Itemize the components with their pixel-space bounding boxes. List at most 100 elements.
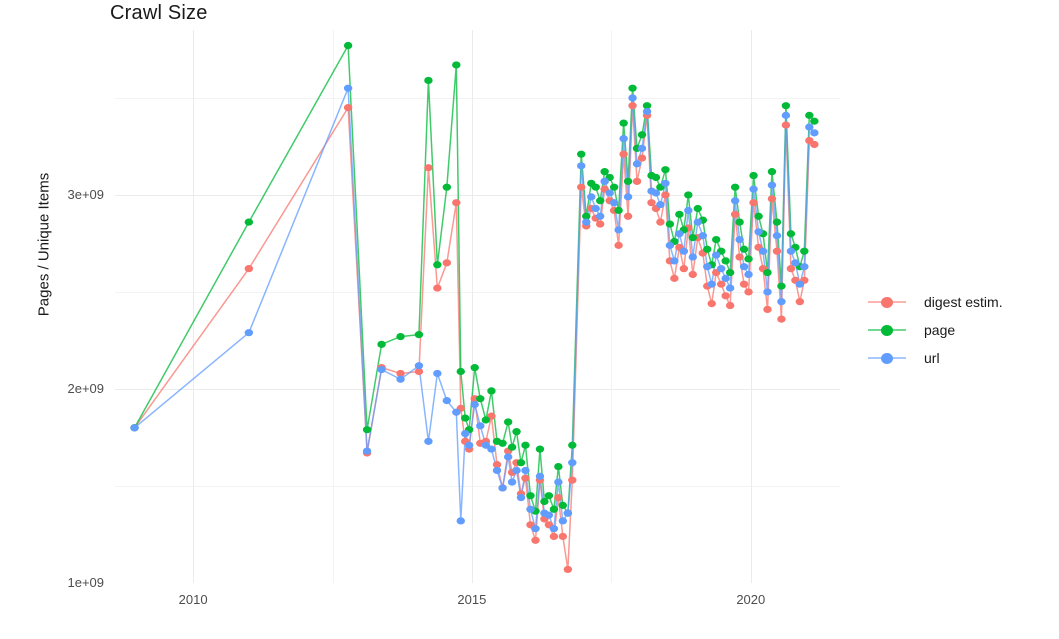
data-point	[651, 189, 661, 197]
data-point	[433, 369, 442, 378]
data-point	[772, 232, 782, 240]
data-point	[623, 177, 633, 185]
data-point	[628, 94, 637, 102]
x-axis-tick: 2015	[457, 592, 487, 607]
data-point	[744, 288, 753, 296]
legend-key-icon	[868, 292, 906, 312]
data-point	[424, 164, 433, 172]
data-point	[503, 418, 513, 426]
data-point	[739, 263, 749, 271]
data-point	[619, 135, 628, 143]
data-point	[665, 241, 675, 249]
data-point	[688, 270, 697, 279]
plot-panel	[115, 30, 840, 583]
data-point	[526, 505, 535, 513]
data-point	[632, 160, 642, 168]
data-point	[703, 263, 712, 271]
data-point	[688, 253, 697, 261]
data-point	[544, 511, 554, 519]
data-point	[711, 235, 721, 244]
data-point	[487, 387, 496, 395]
series-points-digest-estim	[130, 102, 819, 574]
data-point	[642, 107, 652, 116]
data-point	[424, 76, 433, 85]
data-point	[805, 123, 814, 131]
data-point	[521, 474, 530, 482]
data-point	[637, 131, 647, 139]
data-point	[452, 408, 461, 416]
data-point	[684, 206, 693, 215]
grid-lines	[115, 30, 840, 583]
data-point	[805, 111, 814, 119]
x-axis-tick: 2020	[736, 592, 766, 607]
data-point	[595, 220, 605, 228]
data-point	[521, 441, 530, 449]
data-point	[456, 517, 465, 525]
data-point	[717, 265, 726, 273]
data-point	[628, 102, 637, 110]
data-point	[730, 210, 740, 218]
data-point	[661, 166, 670, 174]
data-point	[763, 268, 772, 277]
data-point	[558, 517, 568, 525]
data-point	[735, 218, 744, 226]
gridline-major-horizontal	[115, 389, 840, 390]
data-point	[749, 199, 758, 207]
data-point	[721, 292, 730, 300]
data-point	[637, 144, 647, 152]
data-point	[735, 253, 744, 261]
data-point	[739, 280, 749, 288]
data-point	[414, 331, 424, 339]
data-point	[810, 129, 819, 137]
data-point	[470, 400, 479, 409]
gridline-major-vertical	[750, 30, 752, 583]
data-point	[637, 154, 647, 162]
data-point	[540, 497, 549, 506]
y-axis-tick: 2e+09	[67, 381, 104, 396]
data-point	[810, 140, 819, 149]
data-point	[424, 437, 433, 445]
data-point	[531, 525, 540, 533]
data-point	[487, 445, 496, 453]
data-point	[795, 280, 805, 288]
data-point	[582, 218, 591, 226]
data-point	[684, 191, 693, 199]
data-point	[786, 247, 796, 255]
legend-item-digest-estim[interactable]: digest estim.	[868, 288, 1053, 316]
data-point	[754, 212, 763, 220]
data-point	[800, 247, 809, 255]
data-point	[461, 414, 470, 422]
data-point	[516, 494, 526, 502]
data-point	[725, 301, 735, 310]
data-point	[377, 365, 386, 374]
data-point	[568, 441, 577, 449]
data-point	[554, 494, 563, 502]
data-point	[414, 362, 424, 370]
data-point	[623, 212, 633, 220]
data-point	[442, 183, 452, 191]
data-point	[244, 329, 254, 337]
legend-label: url	[924, 350, 940, 366]
data-point	[343, 41, 353, 50]
data-point	[577, 150, 586, 158]
data-point	[767, 181, 777, 189]
legend-dot	[881, 325, 893, 336]
data-point	[688, 234, 697, 242]
data-point	[507, 443, 517, 451]
data-point	[609, 183, 619, 191]
data-point	[735, 235, 744, 244]
data-point	[781, 121, 791, 129]
data-point	[675, 230, 684, 238]
data-point	[362, 447, 372, 455]
data-point	[470, 364, 479, 372]
data-point	[772, 218, 782, 226]
legend-item-url[interactable]: url	[868, 344, 1053, 372]
data-point	[442, 259, 452, 267]
data-point	[481, 416, 491, 424]
legend-item-page[interactable]: page	[868, 316, 1053, 344]
x-axis-tick: 2010	[178, 592, 208, 607]
data-point	[763, 305, 772, 314]
data-point	[786, 265, 796, 273]
data-point	[362, 426, 372, 434]
